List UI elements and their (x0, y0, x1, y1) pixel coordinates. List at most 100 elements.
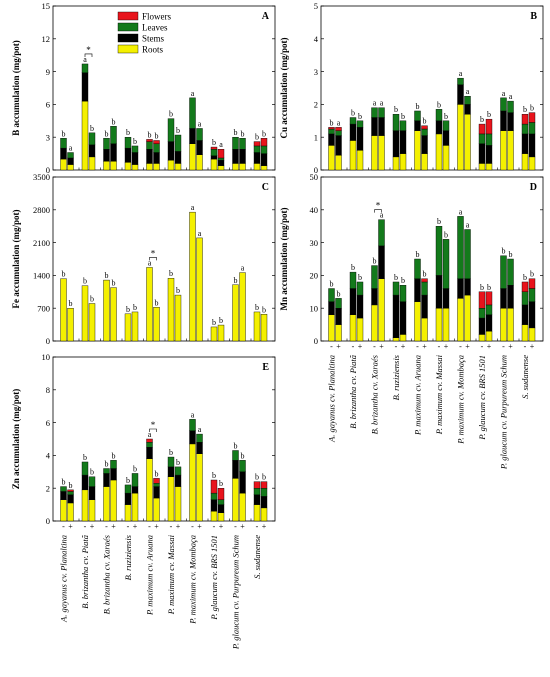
bar-roots-C (217, 324, 225, 342)
bar-stems-E (146, 447, 153, 459)
bar-stems-A (67, 157, 74, 165)
bar-leaves-B (392, 114, 400, 131)
bar-roots-C (124, 313, 132, 342)
significance-letter: b (112, 117, 116, 126)
bar-leaves-E (110, 460, 117, 469)
treatment-label: + (154, 522, 159, 531)
category-label: P. maximum cv. Aruana (413, 355, 423, 436)
bar-roots-A (67, 164, 74, 171)
bar-roots-D (335, 324, 342, 342)
bar-leaves-B (464, 95, 471, 105)
bar-roots-B (328, 145, 335, 171)
bar-roots-C (260, 314, 268, 342)
significance-letter: b (416, 250, 420, 259)
significance-letter: a (373, 99, 377, 108)
significance-letter: b (262, 305, 266, 314)
bar-flowers-A (153, 140, 160, 144)
bar-roots-A (217, 165, 225, 171)
bar-roots-D (328, 314, 335, 342)
bar-roots-A (146, 163, 153, 171)
bar-leaves-D (378, 219, 385, 247)
y-tick-label: 6 (46, 418, 50, 428)
bar-flowers-E (67, 489, 74, 492)
bar-roots-C (146, 267, 153, 342)
bar-stems-B (464, 104, 471, 115)
significance-letter: a (459, 69, 463, 78)
bar-stems-E (196, 442, 203, 454)
bar-flowers-E (153, 478, 160, 484)
bar-stems-E (232, 460, 239, 479)
bar-roots-B (421, 153, 428, 171)
treatment-label: + (262, 522, 267, 531)
bar-roots-B (485, 163, 493, 171)
bar-stems-A (153, 152, 160, 164)
category-label: S. sudanense (252, 535, 262, 579)
bar-flowers-D (528, 278, 536, 289)
significance-letter: b (262, 129, 266, 138)
bar-stems-E (81, 474, 89, 491)
bar-leaves-E (131, 473, 139, 487)
bar-stems-E (103, 473, 110, 487)
bar-roots-A (110, 161, 117, 171)
bar-leaves-E (67, 491, 74, 495)
significance-asterisk: * (86, 45, 91, 55)
y-tick-label: 10 (310, 303, 319, 313)
bar-leaves-B (421, 128, 428, 136)
bar-leaves-E (196, 433, 203, 443)
treatment-label: - (373, 342, 376, 351)
bar-roots-E (146, 458, 153, 522)
bar-roots-B (356, 150, 364, 171)
bar-stems-A (253, 152, 261, 164)
bar-leaves-D (414, 258, 421, 279)
bar-flowers-B (528, 112, 536, 123)
significance-letter: b (62, 270, 66, 279)
significance-letter: b (148, 130, 152, 139)
bar-roots-E (232, 478, 239, 522)
y-tick-label: 4 (46, 451, 51, 461)
bar-leaves-E (153, 483, 160, 487)
significance-letter: a (198, 425, 202, 434)
significance-letter: b (416, 102, 420, 111)
bar-leaves-A (67, 152, 74, 159)
treatment-label: - (213, 522, 216, 531)
bar-leaves-A (131, 145, 139, 153)
y-tick-label: 0 (46, 516, 50, 526)
legend-label-stems: Stems (142, 34, 165, 44)
plot-frame (52, 356, 276, 522)
category-label: P. maximum cv. Aruana (145, 535, 155, 616)
treatment-label: + (422, 342, 427, 351)
significance-letter: b (219, 479, 223, 488)
y-tick-label: 6 (46, 100, 50, 110)
significance-bracket (374, 209, 382, 213)
panel-label: B (530, 11, 537, 22)
category-label: P. maximum cv. Massai (166, 534, 176, 615)
bar-leaves-E (81, 461, 89, 476)
bar-roots-D (392, 337, 400, 342)
bar-stems-B (399, 130, 407, 154)
bar-roots-B (521, 153, 529, 171)
bar-roots-E (210, 510, 218, 522)
bar-roots-A (153, 163, 160, 171)
significance-letter: b (69, 299, 73, 308)
bar-stems-B (392, 130, 400, 158)
bar-stems-B (485, 145, 493, 164)
panel-label: A (262, 11, 270, 22)
treatment-label: - (459, 342, 462, 351)
bar-leaves-E (174, 466, 182, 476)
bar-roots-A (88, 156, 96, 171)
y-tick-label: 2800 (33, 205, 50, 215)
panel-C: 0 700 1400 2100 2800 3500 Fe accumulation (mg/… (11, 172, 276, 346)
significance-asterisk: * (151, 420, 156, 430)
treatment-label: - (127, 522, 130, 531)
bar-roots-C (110, 287, 117, 342)
bar-roots-E (124, 504, 132, 522)
bar-roots-A (253, 163, 261, 171)
bar-roots-E (81, 489, 89, 522)
bar-leaves-B (335, 130, 342, 136)
bar-roots-E (110, 479, 117, 522)
treatment-label: + (90, 522, 95, 531)
bar-roots-A (239, 163, 246, 171)
bar-stems-B (521, 133, 529, 154)
